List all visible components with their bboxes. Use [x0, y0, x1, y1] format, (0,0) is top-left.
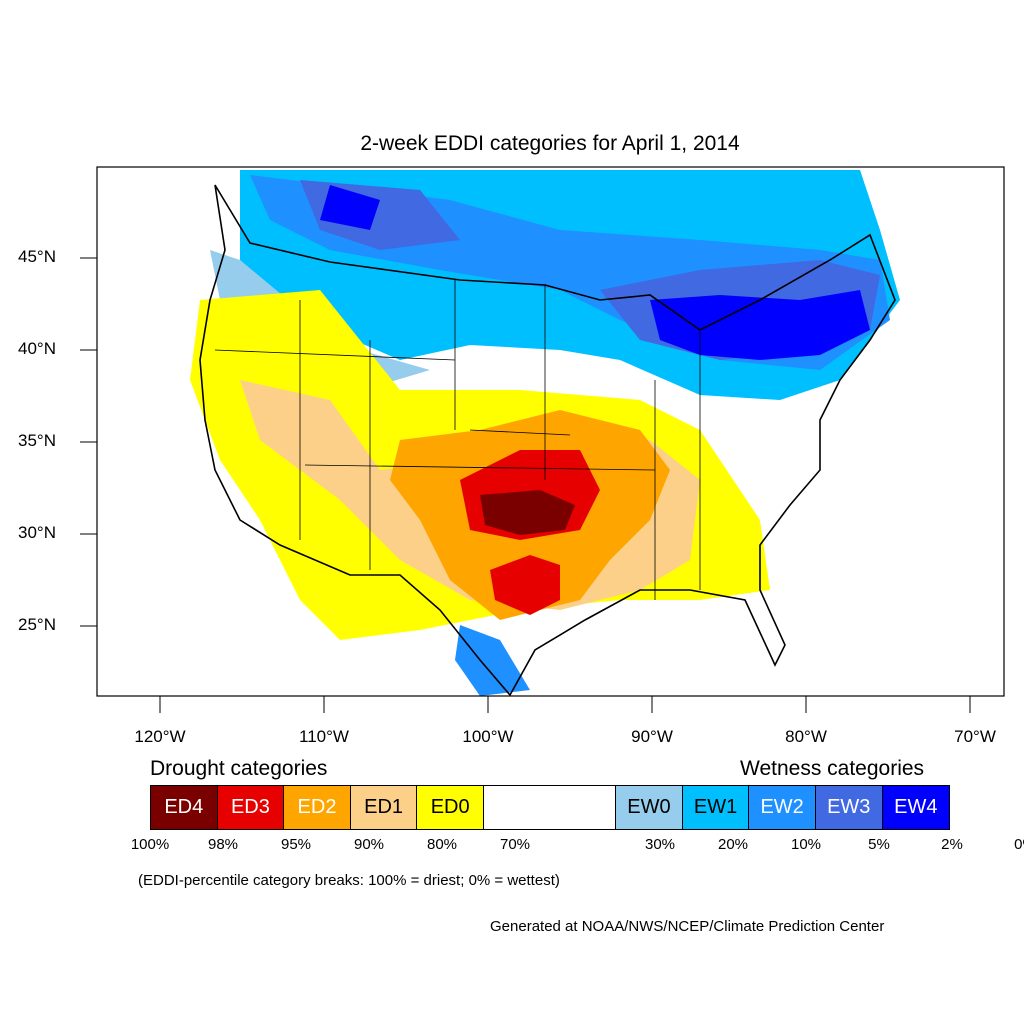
legend-cell-ed1: ED1	[350, 786, 418, 829]
legend-tick: 90%	[353, 836, 385, 853]
x-label-80w: 80°W	[785, 727, 827, 746]
legend-cell-ew2: EW2	[749, 786, 816, 829]
legend-tick: 0%	[1014, 836, 1024, 853]
y-label-40n: 40°N	[18, 339, 56, 358]
drought-heading: Drought categories	[150, 757, 328, 780]
legend-cell-ew3: EW3	[815, 786, 883, 829]
x-label-120w: 120°W	[134, 727, 186, 746]
us-outline	[199, 184, 896, 697]
legend-cell-ed3: ED3	[217, 786, 285, 829]
legend-cell-neutral	[483, 786, 617, 829]
legend-tick: 10%	[790, 836, 822, 853]
y-label-35n: 35°N	[18, 431, 56, 450]
legend-tick: 20%	[717, 836, 749, 853]
x-label-100w: 100°W	[462, 727, 514, 746]
legend-color-bar: ED4 ED3 ED2 ED1 ED0 EW0 EW1 EW2 EW3 EW4	[150, 785, 950, 830]
x-label-90w: 90°W	[631, 727, 673, 746]
map-title: 2-week EDDI categories for April 1, 2014	[360, 132, 740, 155]
category-note: (EDDI-percentile category breaks: 100% =…	[138, 872, 560, 889]
ew0-region-north	[210, 250, 430, 385]
ew-region-texas-coast	[455, 625, 530, 696]
y-label-30n: 30°N	[18, 523, 56, 542]
legend-tick: 2%	[941, 836, 963, 853]
y-label-45n: 45°N	[18, 247, 56, 266]
category-fields	[190, 170, 900, 696]
legend-cell-ed4: ED4	[151, 786, 218, 829]
legend-tick: 98%	[207, 836, 239, 853]
map-frame	[96, 166, 1005, 697]
legend-tick: 100%	[130, 836, 170, 853]
legend-cell-ed2: ED2	[284, 786, 351, 829]
legend-tick: 80%	[426, 836, 458, 853]
x-label-70w: 70°W	[954, 727, 996, 746]
x-ticks	[159, 696, 971, 713]
legend-cell-ew4: EW4	[882, 786, 950, 829]
legend-cell-ew1: EW1	[682, 786, 750, 829]
ew4-region-north	[320, 185, 870, 360]
legend-tick: 95%	[280, 836, 312, 853]
legend-cell-ew0: EW0	[616, 786, 683, 829]
legend-tick: 30%	[644, 836, 676, 853]
state-boundaries	[214, 280, 701, 600]
legend-tick: 5%	[868, 836, 890, 853]
y-label-25n: 25°N	[18, 615, 56, 634]
ed4-region	[480, 490, 575, 535]
credit-line: Generated at NOAA/NWS/NCEP/Climate Predi…	[490, 918, 885, 935]
legend-tick: 70%	[499, 836, 531, 853]
ed3-region-south	[490, 555, 560, 615]
x-label-110w: 110°W	[299, 727, 349, 746]
legend-cell-ed0: ED0	[417, 786, 484, 829]
wetness-heading: Wetness categories	[740, 757, 925, 780]
y-ticks	[80, 257, 97, 627]
